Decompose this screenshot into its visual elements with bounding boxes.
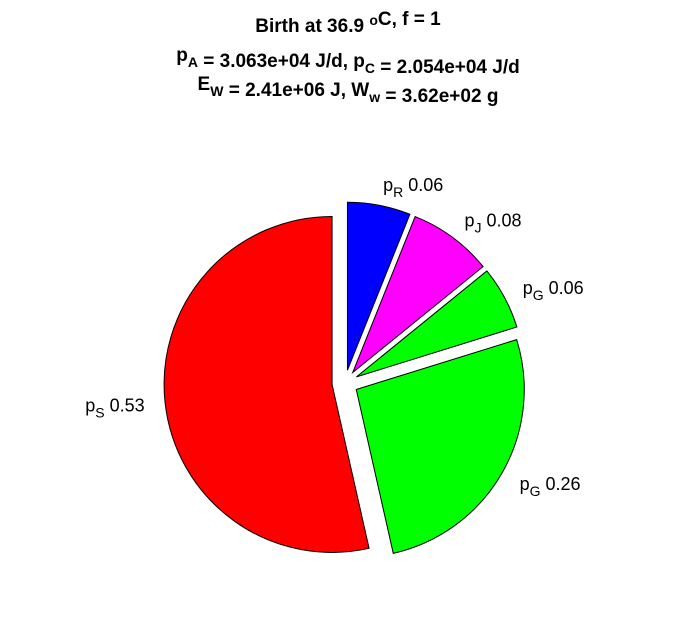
chart-title: Birth at 36.9 oC, f = 1 [255,9,441,37]
text-run: p [176,45,188,66]
category-name: p [465,211,475,231]
category-subscript: J [475,220,482,236]
category-name: p [85,395,95,415]
chart-title: EW = 2.41e+06 J, Ww = 3.62e+02 g [198,74,499,107]
superscript: o [369,12,378,28]
slice-label: pG 0.06 [523,278,584,303]
category-name: p [520,474,530,494]
text-run: Birth at 36.9 [255,16,369,37]
slice-value: 0.06 [549,278,584,298]
text-run: = 2.41e+06 J, W [223,80,369,101]
text-run: = 2.054e+04 J/d [375,57,520,78]
subscript: W [210,83,224,99]
text-run: = 3.063e+04 J/d, p [198,51,365,72]
slice-label: pR 0.06 [383,175,443,200]
pie-slice [356,270,518,378]
pie-slice [346,201,411,371]
slice-value: 0.06 [408,175,443,195]
slice-value: 0.08 [487,211,522,231]
pie-slice [355,338,525,554]
slice-label: pJ 0.08 [465,211,522,236]
category-subscript: G [533,287,544,303]
subscript: C [365,60,375,76]
slice-label: pG 0.26 [520,474,581,499]
category-subscript: G [530,483,541,499]
slice-label: pS 0.53 [85,395,144,420]
pie-slice [351,215,484,375]
subscript: A [188,54,198,70]
text-run: C, f = 1 [378,9,441,30]
category-subscript: R [393,184,403,200]
text-run: E [198,74,211,95]
category-name: p [523,278,533,298]
pie-slice [163,215,370,553]
slice-value: 0.26 [545,474,580,494]
category-subscript: S [95,404,104,420]
text-run: = 3.62e+02 g [380,86,498,107]
category-name: p [383,175,393,195]
chart-title: pA = 3.063e+04 J/d, pC = 2.054e+04 J/d [176,45,519,78]
subscript: w [368,89,380,105]
slice-value: 0.53 [110,395,145,415]
